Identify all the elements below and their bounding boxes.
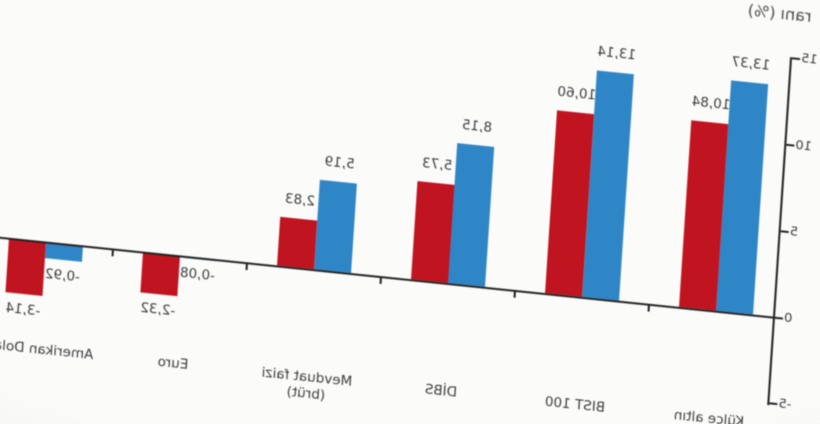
y-tick-label-5: 5: [789, 224, 799, 240]
value-label-blue-series-1: 13,14: [596, 44, 637, 64]
x-boundary-tick-4: [111, 248, 114, 256]
category-label-2: DİBS: [424, 381, 458, 401]
bar-red-series-2: [410, 180, 455, 284]
y-tick-15: [791, 57, 801, 61]
y-tick-0: [774, 316, 784, 320]
bar-red-series-3: [276, 217, 318, 270]
y-tick-label--5: -5: [777, 396, 792, 413]
category-label-4: Euro: [157, 353, 189, 373]
y-tick-label-15: 15: [800, 51, 819, 68]
value-label-blue-series-0: 13,37: [731, 54, 771, 74]
y-tick-10: [786, 143, 795, 147]
value-label-red-series-5: -3,14: [4, 300, 41, 320]
y-tick--5: [769, 402, 778, 406]
value-label-blue-series-2: 8,15: [461, 117, 493, 136]
x-boundary-tick-2: [379, 276, 382, 284]
x-boundary-tick-0: [647, 304, 650, 312]
category-label-1: BIST 100: [544, 393, 606, 416]
x-boundary-tick-1: [513, 290, 516, 298]
value-label-blue-series-3: 5,19: [324, 154, 356, 173]
category-label-3: Mevduat faizi (brüt): [261, 364, 353, 403]
category-label-0: Külçe altın: [673, 407, 745, 424]
x-boundary-tick-3: [245, 262, 248, 270]
x-axis-baseline: [0, 232, 776, 319]
y-tick-5: [780, 230, 789, 233]
y-tick-label-10: 10: [794, 137, 813, 155]
category-label-5: Amerikan Doları: [0, 336, 94, 363]
y-tick-label-0: 0: [783, 310, 793, 326]
value-label-red-series-4: -2,32: [139, 299, 176, 320]
